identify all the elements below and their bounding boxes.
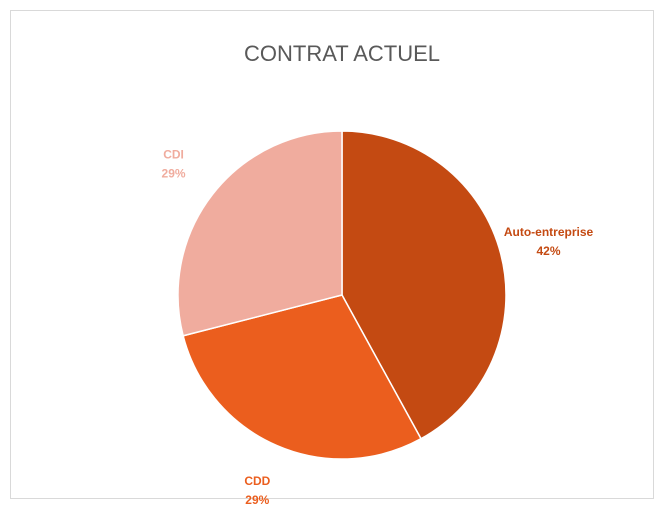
- pie-slice: [182, 294, 423, 460]
- pie-slice: [177, 130, 343, 337]
- slice-value-label: 42%: [536, 244, 560, 258]
- slice-label: CDD: [244, 474, 270, 488]
- slice-label: CDI: [163, 148, 184, 162]
- chart-title: CONTRAT ACTUEL: [244, 41, 440, 66]
- slice-value-label: 29%: [162, 167, 186, 181]
- pie-slice: [341, 130, 507, 440]
- slice-label: Auto-entreprise: [504, 225, 594, 239]
- slice-value-label: 29%: [245, 493, 269, 507]
